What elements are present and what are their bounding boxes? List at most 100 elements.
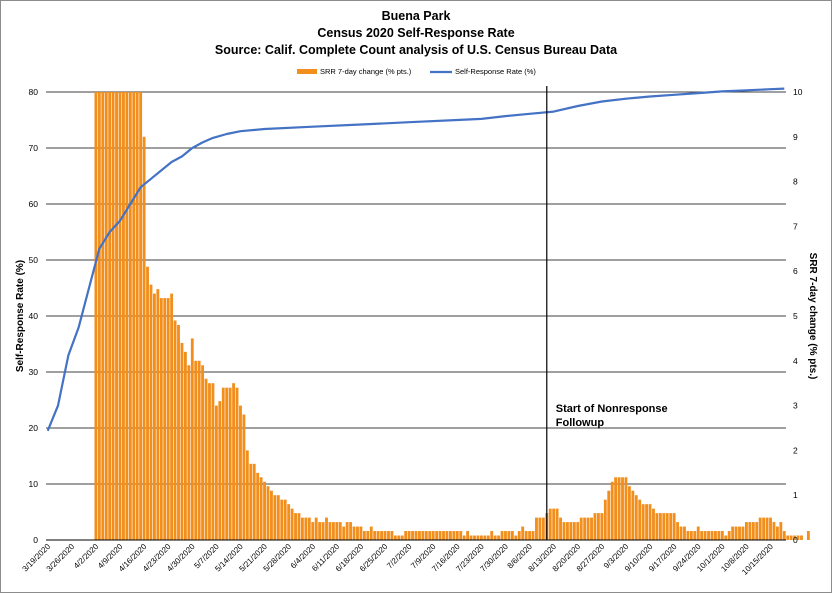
bar <box>490 531 494 540</box>
chart-subtitle: Census 2020 Self-Response Rate <box>317 26 515 40</box>
bar <box>400 535 404 540</box>
bar <box>641 504 645 540</box>
bar <box>655 513 659 540</box>
x-tick-label: 7/2/2020 <box>385 542 414 571</box>
bar <box>421 531 425 540</box>
bar <box>758 517 762 540</box>
bar <box>497 535 501 540</box>
chart-title: Buena Park <box>381 9 451 23</box>
y-right-tick-label: 6 <box>793 266 798 276</box>
bar <box>507 531 511 540</box>
bar <box>442 531 445 540</box>
bar <box>380 531 384 540</box>
bar-series <box>94 92 810 541</box>
bar <box>321 522 325 540</box>
bar <box>225 387 229 540</box>
bar <box>552 508 556 540</box>
bar <box>469 535 473 540</box>
bar <box>486 535 490 540</box>
bar <box>772 522 776 540</box>
bar <box>645 504 649 540</box>
bar <box>514 535 518 540</box>
legend-swatch-bar <box>297 69 317 74</box>
bar <box>483 535 487 540</box>
bar <box>504 531 507 540</box>
line-series <box>46 87 785 432</box>
bar <box>689 531 693 540</box>
bar <box>304 517 308 540</box>
bar <box>445 531 449 540</box>
bar <box>569 522 573 540</box>
bar <box>683 526 686 540</box>
bar <box>359 526 363 540</box>
bar <box>221 387 225 540</box>
bar <box>376 531 380 540</box>
bar <box>448 531 452 540</box>
bar <box>665 513 669 540</box>
bar <box>393 535 397 540</box>
y-left-tick-label: 50 <box>29 255 39 265</box>
bar <box>738 526 741 540</box>
bar <box>541 517 545 540</box>
bar <box>115 92 118 540</box>
bar <box>762 517 766 540</box>
bar <box>362 531 366 540</box>
bar <box>125 92 129 540</box>
bar <box>782 531 786 540</box>
y-left-tick-label: 20 <box>29 423 39 433</box>
bar <box>411 531 414 540</box>
bar <box>603 499 607 540</box>
bar <box>459 531 463 540</box>
bar <box>769 517 772 540</box>
bar <box>610 481 614 540</box>
bar <box>263 481 266 540</box>
bar <box>535 517 538 540</box>
bar <box>173 320 177 540</box>
legend: SRR 7-day change (% pts.) Self-Response R… <box>297 67 536 76</box>
self-response-rate-line <box>46 87 785 432</box>
bar <box>252 463 256 540</box>
bar <box>194 360 198 540</box>
bar <box>751 522 755 540</box>
bar <box>428 531 432 540</box>
y-right-tick-label: 8 <box>793 177 798 187</box>
bar <box>390 531 394 540</box>
bar <box>283 499 287 540</box>
y-right-tick-label: 3 <box>793 401 798 411</box>
bar <box>318 522 322 540</box>
bar <box>290 508 294 540</box>
bar <box>614 477 618 540</box>
bar <box>652 508 655 540</box>
bar <box>294 513 297 540</box>
bar <box>208 383 211 540</box>
bar <box>734 526 738 540</box>
bar <box>311 522 315 540</box>
bar <box>431 531 435 540</box>
bar <box>152 293 156 540</box>
bar <box>703 531 707 540</box>
bar <box>806 531 810 540</box>
bar <box>741 526 745 540</box>
bar <box>555 508 559 540</box>
bar <box>266 486 270 540</box>
bar <box>744 522 748 540</box>
bar <box>779 522 783 540</box>
bar <box>596 513 600 540</box>
bar <box>631 490 635 540</box>
y-right-tick-label: 0 <box>793 535 798 545</box>
y-right-tick-label: 10 <box>793 87 803 97</box>
bar <box>214 405 218 540</box>
bar <box>672 513 676 540</box>
y-right-tick-label: 7 <box>793 221 798 231</box>
bar <box>789 535 793 540</box>
bar <box>521 526 525 540</box>
bar <box>679 526 683 540</box>
bar <box>500 531 504 540</box>
bar <box>796 535 800 540</box>
bar <box>576 522 580 540</box>
bar <box>352 526 356 540</box>
bar <box>676 522 680 540</box>
bar <box>218 401 222 540</box>
bar <box>122 92 125 540</box>
bar <box>755 522 759 540</box>
